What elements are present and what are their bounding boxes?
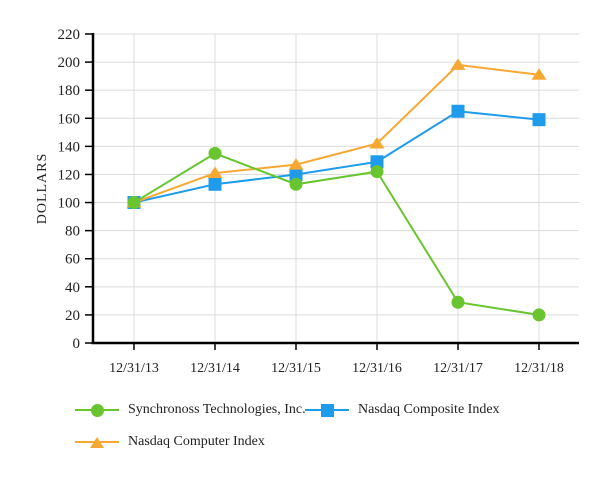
y-tick-label: 0: [73, 336, 81, 352]
x-tick-label: 12/31/16: [352, 361, 402, 376]
data-point-triangle: [207, 166, 223, 179]
y-tick-label: 160: [58, 111, 81, 127]
y-tick-label: 100: [58, 196, 81, 212]
y-axis-title: DOLLARS: [35, 153, 50, 225]
data-point-square: [289, 167, 303, 181]
data-point-circle: [289, 177, 303, 191]
series-line-square: [133, 110, 540, 204]
data-point-square: [208, 177, 222, 191]
data-point-triangle: [369, 137, 385, 149]
x-tick-label: 12/31/17: [433, 361, 483, 376]
data-point-triangle: [531, 68, 547, 80]
data-point-circle: [208, 146, 222, 160]
x-tick-label: 12/31/14: [190, 361, 240, 376]
x-tick-label: 12/31/13: [109, 361, 159, 376]
y-tick-label: 200: [58, 55, 81, 71]
data-point-circle: [370, 165, 384, 179]
x-tick-label: 12/31/18: [514, 361, 564, 376]
data-point-square: [451, 104, 465, 118]
data-point-circle: [451, 295, 465, 309]
y-tick-label: 120: [58, 167, 81, 183]
series-line-triangle: [133, 63, 540, 204]
data-point-circle: [127, 196, 141, 210]
x-tick-label: 12/31/15: [271, 361, 321, 376]
data-point-triangle: [288, 158, 304, 170]
data-point-triangle: [450, 58, 466, 70]
data-point-square: [370, 155, 384, 169]
y-tick-label: 60: [65, 252, 80, 268]
y-tick-label: 180: [58, 83, 81, 99]
y-tick-label: 220: [58, 27, 81, 43]
y-tick-label: 40: [65, 280, 80, 296]
series-line-circle: [133, 152, 540, 316]
y-tick-label: 80: [65, 224, 80, 240]
data-point-circle: [532, 308, 546, 322]
data-point-square: [532, 113, 546, 127]
y-tick-label: 140: [58, 139, 81, 155]
y-tick-label: 20: [65, 308, 80, 324]
